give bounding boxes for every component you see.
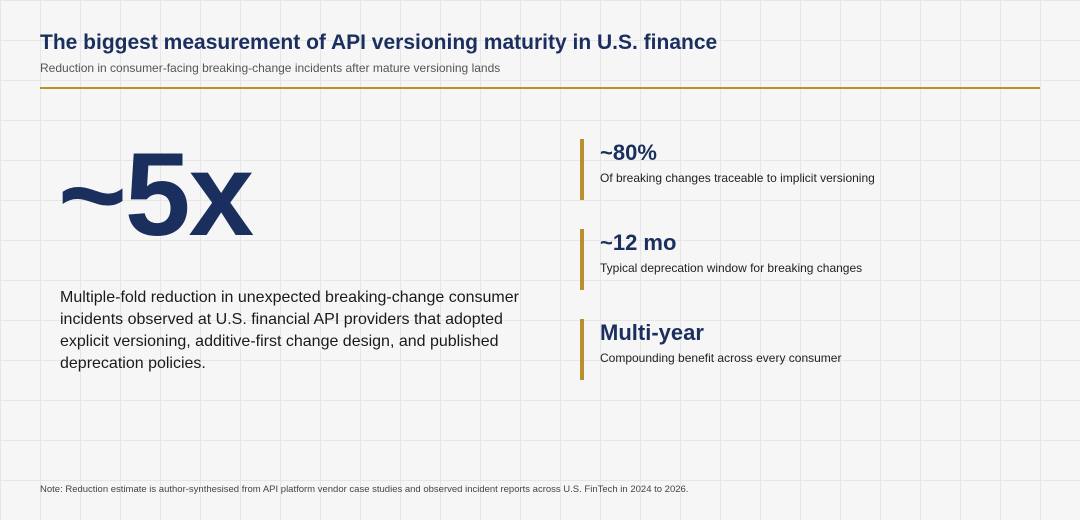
stat-label: Of breaking changes traceable to implici… [600, 171, 875, 185]
hero-description: Multiple-fold reduction in unexpected br… [60, 289, 519, 372]
stat-block: ~12 mo Typical deprecation window for br… [580, 229, 1020, 290]
page-title: The biggest measurement of API versionin… [40, 31, 718, 54]
stat-block: Multi-year Compounding benefit across ev… [580, 319, 1020, 380]
footnote: Note: Reduction estimate is author-synth… [40, 484, 689, 495]
stat-label: Typical deprecation window for breaking … [600, 261, 863, 275]
stat-label: Compounding benefit across every consume… [600, 351, 842, 365]
header-divider [40, 87, 1040, 89]
stat-value: Multi-year [600, 320, 704, 345]
stat-value: ~12 mo [600, 230, 677, 255]
page-header: The biggest measurement of API versionin… [40, 30, 1040, 76]
hero-value: ~5x [58, 129, 254, 261]
stat-block: ~80% Of breaking changes traceable to im… [580, 139, 1020, 200]
stat-value: ~80% [600, 140, 657, 165]
page-subtitle: Reduction in consumer-facing breaking-ch… [40, 61, 501, 75]
